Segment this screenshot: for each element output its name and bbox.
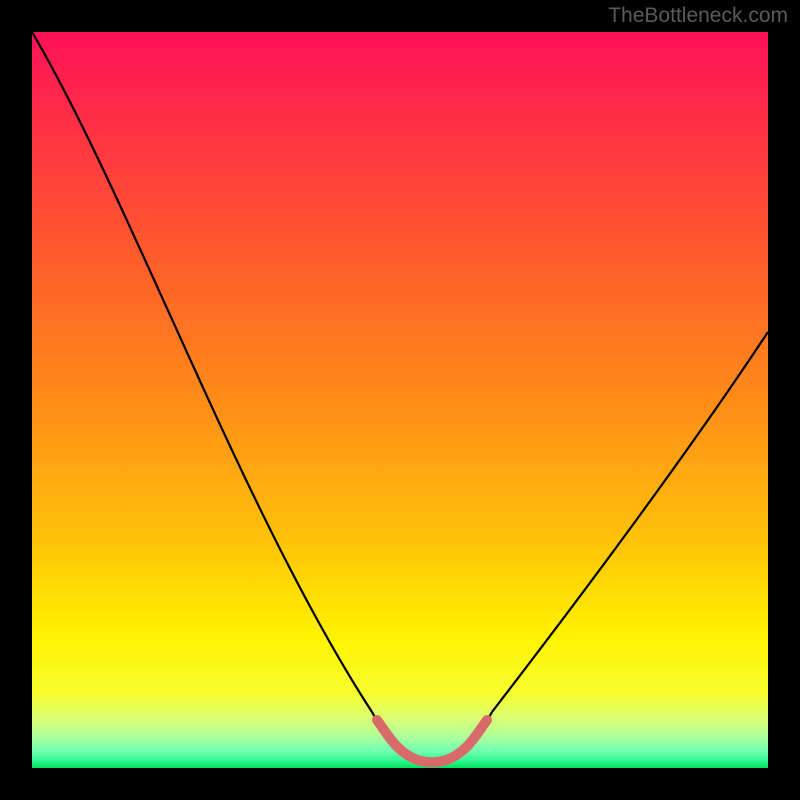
curve-right-ascent [492, 332, 768, 712]
plot-area [32, 32, 768, 768]
attribution-text: TheBottleneck.com [608, 4, 788, 28]
highlight-segment [377, 720, 487, 762]
chart-container: TheBottleneck.com [0, 0, 800, 800]
curve-left-descent [32, 32, 372, 712]
curve-svg [32, 32, 768, 768]
